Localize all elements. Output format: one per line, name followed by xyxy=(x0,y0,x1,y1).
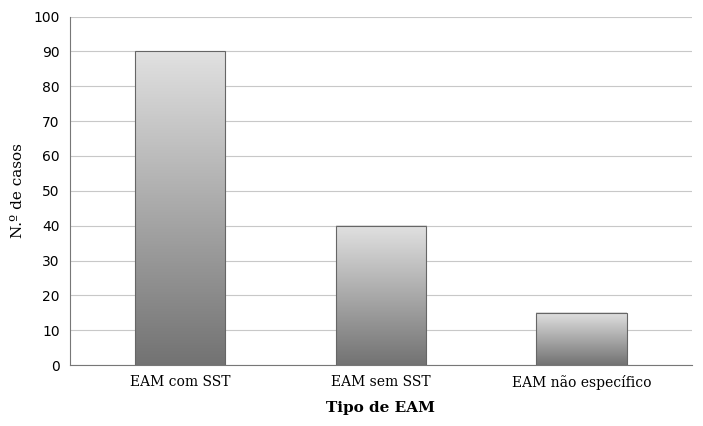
Y-axis label: N.º de casos: N.º de casos xyxy=(11,144,25,238)
Bar xyxy=(536,313,626,365)
Bar xyxy=(135,52,225,365)
X-axis label: Tipo de EAM: Tipo de EAM xyxy=(326,401,435,415)
Bar xyxy=(335,226,426,365)
